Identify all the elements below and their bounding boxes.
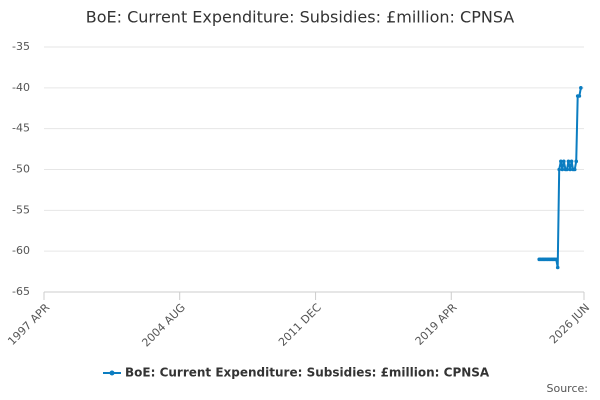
data-point: [574, 159, 579, 164]
data-point: [569, 159, 574, 164]
data-point: [568, 167, 572, 172]
x-tick-label: 2026 JUN: [547, 301, 592, 346]
data-point: [557, 167, 561, 172]
y-tick-label: -55: [12, 203, 30, 216]
data-point: [572, 167, 577, 172]
data-point: [577, 94, 582, 98]
data-point: [579, 86, 583, 90]
y-tick-label: -35: [12, 40, 30, 53]
y-tick-label: -65: [12, 285, 30, 298]
y-tick-label: -40: [12, 81, 30, 94]
data-point: [562, 159, 566, 164]
chart-title: BoE: Current Expenditure: Subsidies: £mi…: [86, 8, 515, 27]
legend-label: BoE: Current Expenditure: Subsidies: £mi…: [125, 366, 490, 380]
y-tick-label: -60: [12, 244, 30, 257]
x-tick-label: 2011 DEC: [276, 301, 324, 349]
source: Source:: [547, 382, 589, 395]
data-point: [555, 265, 560, 270]
legend-marker: [109, 370, 115, 376]
series-line: [539, 87, 582, 268]
x-tick-label: 2019 APR: [413, 301, 460, 348]
data-point: [559, 159, 563, 164]
data-point: [560, 167, 565, 172]
x-tick-label: 1997 APR: [5, 301, 52, 348]
data-point: [565, 167, 569, 172]
y-tick-label: -50: [12, 163, 30, 176]
data-point: [566, 159, 571, 164]
x-tick-label: 2004 AUG: [139, 301, 188, 350]
y-tick-label: -45: [12, 122, 30, 135]
data-point: [554, 257, 559, 262]
